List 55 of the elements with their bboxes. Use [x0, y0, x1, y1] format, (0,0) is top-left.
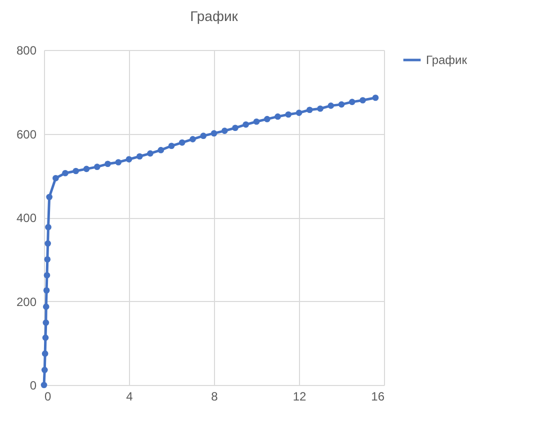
point	[264, 116, 270, 122]
y-tick-label: 200	[16, 294, 37, 309]
point	[232, 124, 238, 132]
point	[253, 118, 260, 125]
point	[42, 350, 48, 357]
point	[115, 159, 122, 166]
point	[348, 98, 356, 106]
point	[317, 105, 324, 112]
y-tick-label: 600	[16, 127, 37, 142]
y-tick-label: 0	[30, 378, 37, 392]
point	[158, 146, 164, 154]
point	[221, 128, 228, 134]
point	[44, 240, 51, 247]
point	[42, 304, 50, 310]
chart-title: График	[190, 8, 239, 24]
point	[274, 113, 281, 120]
point	[52, 174, 59, 182]
x-tick-label: 4	[126, 390, 134, 404]
point	[372, 94, 379, 101]
point	[338, 101, 345, 108]
point	[94, 164, 100, 170]
point	[62, 170, 68, 176]
point	[242, 121, 250, 128]
point	[46, 194, 52, 200]
point	[328, 102, 334, 109]
point	[136, 153, 143, 160]
point	[296, 110, 302, 116]
y-tick-label: 800	[16, 44, 37, 58]
x-tick-label: 0	[44, 390, 52, 404]
point	[42, 334, 49, 341]
point	[44, 272, 50, 278]
point	[360, 97, 366, 104]
point	[200, 132, 207, 139]
point	[42, 319, 50, 326]
point	[306, 106, 313, 114]
point	[147, 150, 154, 157]
point	[45, 224, 52, 230]
point	[83, 166, 90, 172]
point	[178, 139, 186, 146]
point	[104, 160, 111, 168]
point	[43, 287, 50, 294]
point	[168, 142, 175, 150]
x-tick-label: 12	[292, 390, 306, 404]
y-tick-label: 400	[16, 211, 37, 225]
x-tick-label: 16	[371, 390, 385, 404]
point	[44, 256, 51, 263]
point	[40, 382, 48, 388]
point	[210, 130, 218, 136]
point	[72, 168, 80, 174]
point	[190, 136, 196, 142]
point	[126, 156, 132, 162]
x-tick-label: 8	[211, 390, 218, 404]
legend-label: График	[426, 53, 468, 67]
point	[41, 366, 48, 374]
point	[285, 111, 292, 118]
